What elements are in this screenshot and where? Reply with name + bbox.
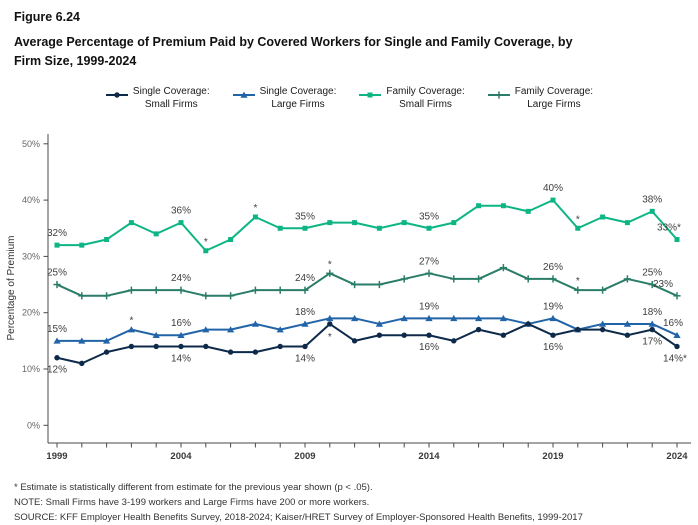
significance-asterisk: * [129,316,133,327]
significance-asterisk: * [576,214,580,225]
series-markers [53,264,681,300]
data-label: 26% [543,262,563,273]
series-line [57,317,678,342]
series-family-coverage-small-firms: 32% 36% 35% 35% 40% 38% 33%* * * * [47,183,681,254]
data-label: 40% [543,183,563,194]
legend-item-single-coverage-large-firms: Single Coverage: Large Firms [232,86,337,111]
legend-label: Family Coverage: Small Firms [386,86,465,110]
legend-item-family-coverage-large-firms: Family Coverage: Large Firms [487,86,593,111]
y-tick-label: 40% [22,195,40,205]
data-label: 33%* [657,223,681,234]
chart-title-line1: Average Percentage of Premium Paid by Co… [14,35,573,49]
significance-asterisk: * [204,237,208,248]
data-label: 14% [295,353,315,364]
data-label: 35% [419,211,439,222]
series-family-coverage-large-firms: 25%24% 24%27%26%25%23%** [47,256,681,300]
y-tick-label: 30% [22,251,40,261]
data-label: 16% [419,342,439,353]
series-markers [54,197,680,254]
y-tick-label: 50% [22,139,40,149]
data-label: 24% [295,273,315,284]
y-tick-label: 10% [22,364,40,374]
data-label: 12% [47,365,67,376]
series-line [56,322,678,365]
footnote-note: NOTE: Small Firms have 3-199 workers and… [14,497,370,508]
data-label: 16% [663,318,683,329]
data-label: 14%* [663,353,687,364]
circle-marker-icon [105,92,128,98]
data-label: 25% [47,268,67,279]
data-label: 38% [642,194,662,205]
axes: 0% 10% 20% 30% 40% 50% 1999 2004 2009 2014 2019 202… [6,134,691,462]
square-marker-icon [359,92,382,98]
significance-asterisk: * [576,276,580,287]
legend-label: Single Coverage: Large Firms [259,86,337,110]
data-label: 36% [171,206,191,217]
data-label: 27% [419,256,439,267]
plus-marker-icon [487,91,510,99]
x-tick-label: 2024 [666,451,688,462]
x-tick-label: 1999 [46,451,67,462]
data-label: 32% [47,228,67,239]
series-markers [54,321,680,367]
series-line [57,199,678,252]
significance-asterisk: * [328,259,332,270]
series-single-coverage-large-firms: 15%16%18%19% 19%18%16%* [47,301,683,344]
legend-item-single-coverage-small-firms: Single Coverage: Small Firms [105,86,210,111]
data-label: 15% [47,324,67,335]
series-single-coverage-small-firms: 12%14% 14%16% 16%17%14%** [47,321,687,376]
data-label: 16% [543,342,563,353]
legend-label: Family Coverage: Large Firms [514,86,594,110]
y-axis-title: Percentage of Premium [6,235,17,340]
data-label: 25% [642,268,662,279]
figure-label: Figure 6.24 [14,10,80,24]
y-tick-label: 20% [22,308,40,318]
chart-title: Average Percentage of Premium Paid by Co… [14,33,690,71]
data-label: 17% [642,337,662,348]
x-tick-label: 2009 [294,451,315,462]
legend-item-family-coverage-small-firms: Family Coverage: Small Firms [358,86,465,111]
data-label: 18% [295,307,315,318]
y-tick-label: 0% [27,420,40,430]
data-label: 24% [171,273,191,284]
x-tick-label: 2004 [170,451,192,462]
data-label: 14% [171,353,191,364]
data-label: 35% [295,211,315,222]
data-label: 18% [642,307,662,318]
legend: Single Coverage: Small Firms Single Covera… [0,86,698,111]
data-label: 23% [653,279,673,290]
series-line [56,266,678,297]
legend-label: Single Coverage: Small Firms [132,86,210,110]
triangle-marker-icon [232,91,255,98]
significance-asterisk: * [253,203,257,214]
footnotes: * Estimate is statistically different fr… [14,480,694,525]
chart-title-line2: Firm Size, 1999-2024 [14,54,137,68]
significance-asterisk: * [328,332,332,343]
footnote-significance: * Estimate is statistically different fr… [14,482,373,493]
data-label: 16% [171,318,191,329]
footnote-source: SOURCE: KFF Employer Health Benefits Sur… [14,512,583,523]
data-label: 19% [543,301,563,312]
x-tick-label: 2019 [542,451,563,462]
x-tick-label: 2014 [418,451,440,462]
data-label: 19% [419,301,439,312]
